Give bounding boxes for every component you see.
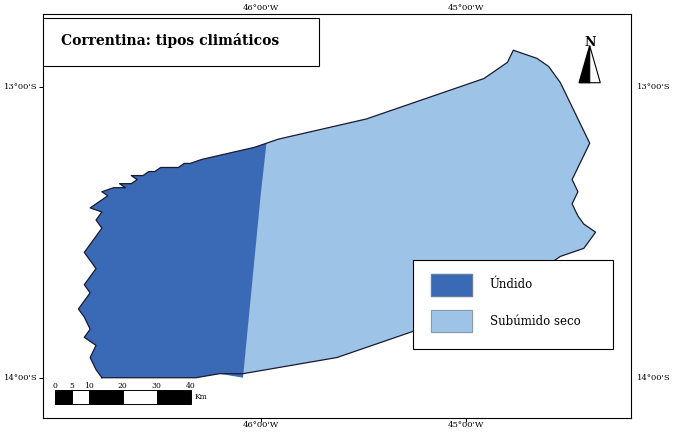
Polygon shape (78, 50, 596, 378)
FancyBboxPatch shape (413, 261, 613, 349)
Polygon shape (78, 143, 266, 378)
Text: 13°00'S: 13°00'S (3, 83, 37, 90)
Text: 14°00'S: 14°00'S (3, 374, 37, 382)
Bar (431, 274, 472, 296)
Bar (431, 310, 472, 333)
Text: 14°00'S: 14°00'S (637, 374, 671, 382)
Text: 13°00'S: 13°00'S (637, 83, 671, 90)
Text: 46°00'W: 46°00'W (243, 4, 279, 12)
Text: Úndido: Úndido (490, 278, 533, 291)
FancyBboxPatch shape (43, 18, 319, 66)
Bar (431, 310, 472, 333)
Text: 45°00'W: 45°00'W (448, 421, 485, 430)
Text: 46°00'W: 46°00'W (243, 421, 279, 430)
Text: 45°00'W: 45°00'W (448, 4, 485, 12)
Text: Subúmido seco: Subúmido seco (490, 315, 580, 328)
Bar (431, 274, 472, 296)
Text: Correntina: tipos climáticos: Correntina: tipos climáticos (61, 32, 279, 48)
